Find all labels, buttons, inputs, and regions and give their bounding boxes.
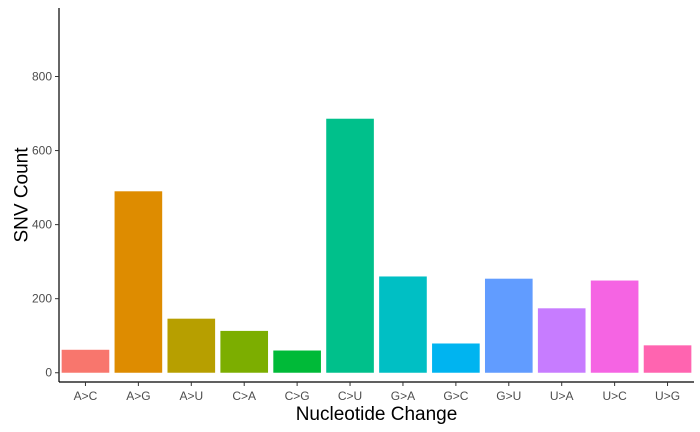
x-tick-label: G>C [443,389,468,403]
x-tick-label: C>G [285,389,310,403]
bars [61,118,692,373]
y-tick-label: 600 [32,144,52,158]
y-tick-label: 0 [45,366,52,380]
bar-U-to-G [643,345,692,373]
bar-A-to-C [61,349,110,373]
x-ticks: A>C A>G A>U C>A C>G C>U G>A G>C G>U U>A U>C U>G [74,382,680,403]
y-tick-label: 400 [32,218,52,232]
x-tick-label: G>U [496,389,521,403]
bar-U-to-A [537,308,586,373]
x-axis-title: Nucleotide Change [296,404,458,425]
x-tick-label: U>C [602,389,627,403]
y-ticks: 0 200 400 600 800 [32,70,59,380]
bar-G-to-C [432,343,480,373]
y-axis-title: SNV Count [12,147,33,243]
axes [58,8,694,383]
bar-C-to-A [220,330,269,373]
y-tick-label: 800 [32,70,52,84]
bar-A-to-G [114,191,163,373]
x-tick-label: A>U [179,389,203,403]
bar-G-to-U [484,278,533,373]
bar-U-to-C [590,280,639,373]
y-tick-label: 200 [32,292,52,306]
x-tick-label: A>G [126,389,150,403]
x-tick-label: U>A [550,389,574,403]
bar-A-to-U [167,318,216,373]
bar-G-to-A [379,276,427,373]
x-tick-label: G>A [391,389,415,403]
x-tick-label: A>C [74,389,98,403]
x-tick-label: C>U [338,389,362,403]
bar-C-to-U [326,118,374,373]
bar-C-to-G [273,350,321,373]
x-tick-label: U>G [655,389,680,403]
x-tick-label: C>A [232,389,256,403]
